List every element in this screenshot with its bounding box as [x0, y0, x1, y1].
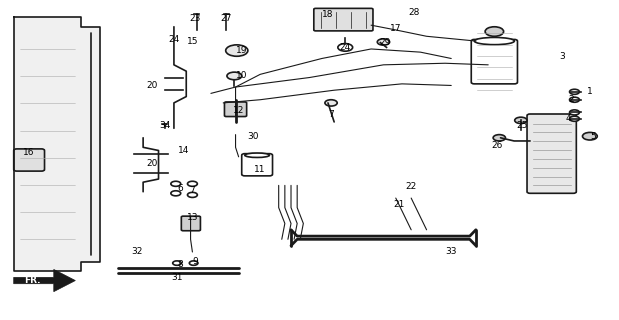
Text: 27: 27	[220, 14, 232, 23]
Text: 32: 32	[131, 247, 142, 257]
Text: 19: 19	[236, 46, 248, 55]
Text: 30: 30	[247, 132, 259, 141]
Text: 15: 15	[187, 36, 198, 45]
Text: 3: 3	[560, 52, 565, 61]
Circle shape	[485, 27, 504, 36]
Text: 8: 8	[177, 260, 183, 269]
Text: 11: 11	[254, 165, 266, 174]
Circle shape	[325, 100, 337, 106]
Circle shape	[188, 181, 197, 186]
Text: 20: 20	[147, 81, 158, 90]
Text: 31: 31	[171, 273, 183, 282]
Text: 22: 22	[405, 182, 417, 191]
Circle shape	[569, 110, 579, 115]
Polygon shape	[14, 269, 76, 292]
Text: 2: 2	[569, 95, 574, 104]
Text: 21: 21	[393, 200, 405, 209]
FancyBboxPatch shape	[181, 216, 201, 231]
Circle shape	[188, 192, 197, 197]
Text: 18: 18	[322, 10, 334, 19]
Text: 12: 12	[233, 106, 245, 115]
Text: 16: 16	[24, 148, 35, 156]
Circle shape	[173, 261, 181, 265]
Text: 23: 23	[190, 14, 201, 23]
FancyBboxPatch shape	[527, 114, 576, 193]
Text: 7: 7	[189, 186, 195, 195]
Text: 1: 1	[587, 87, 593, 96]
Text: 4: 4	[566, 114, 571, 123]
Text: 13: 13	[187, 212, 198, 222]
Circle shape	[189, 261, 198, 265]
Text: 14: 14	[178, 146, 189, 155]
Ellipse shape	[474, 37, 514, 45]
Text: 5: 5	[590, 132, 596, 141]
Text: 34: 34	[159, 121, 170, 130]
Text: 24: 24	[168, 35, 180, 44]
Circle shape	[569, 89, 579, 94]
Text: 28: 28	[409, 8, 420, 17]
FancyBboxPatch shape	[225, 102, 246, 116]
Text: 33: 33	[446, 247, 457, 257]
Text: 29: 29	[379, 38, 391, 47]
Circle shape	[227, 72, 241, 80]
FancyBboxPatch shape	[471, 39, 517, 84]
Text: 17: 17	[390, 24, 402, 33]
Circle shape	[582, 132, 597, 140]
Polygon shape	[14, 17, 100, 271]
Circle shape	[171, 181, 181, 186]
Circle shape	[378, 39, 389, 45]
Circle shape	[171, 191, 181, 196]
Text: FR.: FR.	[24, 276, 41, 285]
Circle shape	[569, 97, 579, 102]
FancyBboxPatch shape	[314, 8, 373, 31]
Text: 20: 20	[147, 159, 158, 168]
Circle shape	[226, 45, 248, 56]
Ellipse shape	[245, 153, 269, 157]
Text: 26: 26	[491, 141, 503, 150]
Text: 9: 9	[193, 257, 198, 266]
Circle shape	[569, 116, 579, 121]
FancyBboxPatch shape	[14, 149, 45, 171]
Text: 6: 6	[177, 184, 183, 193]
FancyBboxPatch shape	[241, 154, 272, 176]
Circle shape	[493, 135, 506, 141]
Text: 25: 25	[516, 121, 528, 130]
Text: 7: 7	[328, 109, 334, 118]
Circle shape	[338, 44, 353, 51]
Circle shape	[515, 117, 527, 124]
Text: 10: 10	[236, 71, 248, 80]
Text: 24: 24	[340, 43, 351, 52]
